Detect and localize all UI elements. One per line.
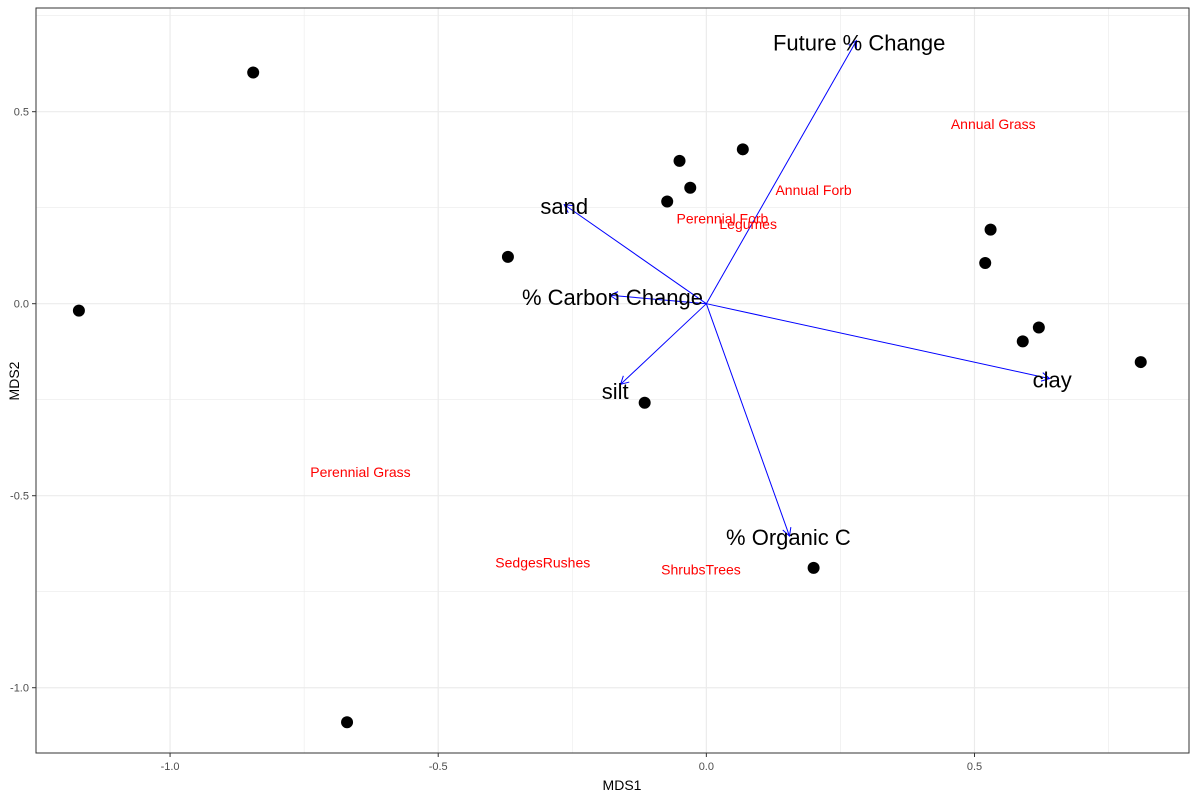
species-label: Perennial Grass	[310, 464, 410, 480]
species-label: Perennial Forb	[677, 210, 769, 226]
site-point	[247, 66, 260, 79]
site-point	[638, 396, 651, 409]
site-point	[1016, 335, 1029, 348]
species-label: Legumes	[719, 216, 777, 232]
y-axis-title: MDS2	[6, 361, 22, 400]
vector-label: clay	[1033, 368, 1072, 393]
site-point	[1134, 356, 1147, 369]
vector-label: sand	[540, 194, 588, 219]
grid	[36, 8, 1189, 753]
species-label: SedgesRushes	[495, 555, 590, 571]
y-tick-label: 0.5	[14, 107, 29, 119]
x-tick-label: 0.0	[699, 761, 714, 773]
vector-arrow	[563, 204, 707, 305]
y-tick-label: -1.0	[10, 683, 29, 695]
site-point	[736, 143, 749, 156]
vector-arrow	[705, 39, 858, 304]
species-label: Annual Grass	[951, 116, 1036, 132]
x-axis-title: MDS1	[603, 777, 642, 793]
site-point	[807, 561, 820, 574]
y-tick-label: -0.5	[10, 491, 29, 503]
species-label: Annual Forb	[775, 182, 851, 198]
environmental-vectors	[563, 39, 1051, 538]
plot-panel-border	[35, 7, 1190, 754]
site-point	[1032, 321, 1045, 334]
x-tick-label: -1.0	[161, 761, 180, 773]
vector-label: % Organic C	[726, 525, 851, 550]
x-tick-label: 0.5	[967, 761, 982, 773]
x-tick-label: -0.5	[429, 761, 448, 773]
site-point	[984, 223, 997, 236]
vector-arrow	[619, 303, 707, 386]
y-tick-label: 0.0	[14, 299, 29, 311]
site-point	[72, 304, 85, 317]
vector-arrow	[705, 303, 792, 538]
vector-labels: Future % Change sand % Carbon Change silt cl…	[522, 31, 1072, 551]
x-axis-ticks: -1.0 -0.5 0.0 0.5	[161, 753, 982, 773]
species-label: ShrubsTrees	[661, 561, 741, 577]
site-point	[979, 256, 992, 269]
site-point	[684, 181, 697, 194]
species-labels: Annual Grass Annual Forb Perennial ForbLeg…	[310, 116, 1035, 577]
site-point	[661, 195, 674, 208]
site-point	[673, 154, 686, 167]
vector-label: silt	[602, 379, 629, 404]
y-axis-ticks: -1.0 -0.5 0.0 0.5	[10, 107, 36, 695]
vector-label: % Carbon Change	[522, 285, 703, 310]
site-points	[72, 66, 1147, 729]
vector-arrow	[706, 303, 1051, 382]
vector-arrow	[608, 291, 707, 305]
vector-label: Future % Change	[773, 31, 945, 56]
site-point	[341, 716, 354, 729]
plot-panel-background	[36, 8, 1189, 753]
site-point	[501, 250, 514, 263]
